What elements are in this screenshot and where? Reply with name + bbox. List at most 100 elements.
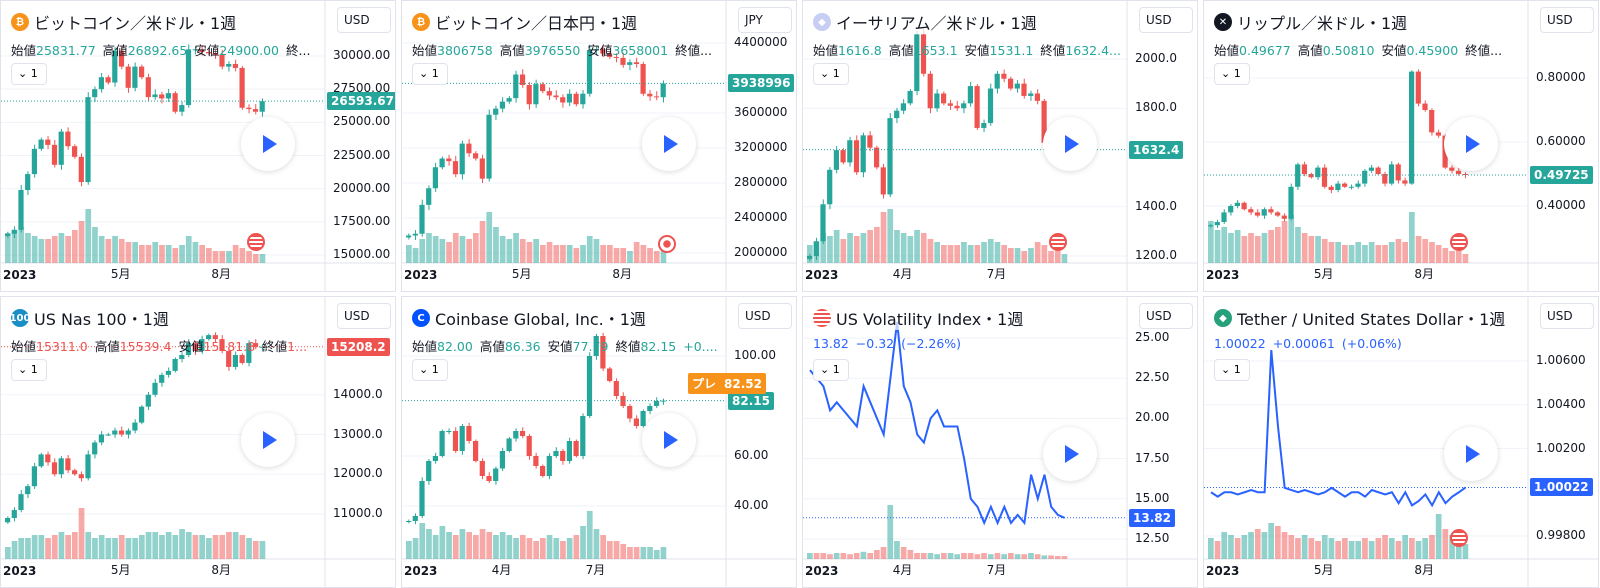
candle-body bbox=[406, 521, 412, 522]
chart-title[interactable]: C Coinbase Global, Inc.・1週 bbox=[412, 306, 646, 330]
volume-bar bbox=[580, 526, 586, 559]
chart-panel[interactable]: 0.80000 0.60000 0.40000 2023 5月 8月 0.49725 ✕ リップ… bbox=[1203, 0, 1599, 292]
price-line bbox=[1210, 349, 1467, 508]
candle-body bbox=[1268, 209, 1274, 213]
candle-body bbox=[987, 88, 994, 124]
play-button[interactable] bbox=[642, 117, 696, 171]
chart-panel[interactable]: 1.00600 1.00400 1.00200 0.99800 2023 5月 8月 1.00… bbox=[1203, 296, 1599, 588]
candle-body bbox=[45, 139, 51, 145]
volume-bar bbox=[466, 239, 472, 263]
volume-bar bbox=[553, 245, 560, 263]
volume-bar bbox=[1382, 535, 1388, 559]
currency-selector[interactable]: JPY bbox=[738, 7, 792, 33]
candle-body bbox=[573, 441, 579, 456]
currency-selector[interactable]: USD bbox=[738, 303, 792, 329]
play-button[interactable] bbox=[1444, 117, 1498, 171]
candle-body bbox=[1449, 167, 1455, 171]
currency-selector[interactable]: USD bbox=[1540, 303, 1594, 329]
currency-selector[interactable]: USD bbox=[337, 7, 391, 33]
candle-body bbox=[506, 438, 512, 451]
stat-value: 15539.4 bbox=[119, 339, 172, 354]
chart-title-text: ビットコイン／日本円・1週 bbox=[435, 14, 638, 33]
chart-panel[interactable]: 30000.00 27500.00 25000.00 22500.00 20000.00… bbox=[0, 0, 396, 292]
candle-body bbox=[239, 355, 245, 363]
time-axis-label: 5月 bbox=[511, 267, 532, 281]
price-axis-label: 1800.0 bbox=[1135, 100, 1177, 115]
volume-bar bbox=[927, 553, 934, 559]
chart-title[interactable]: 100 US Nas 100・1週 bbox=[10, 306, 169, 330]
stat-label: 高値 bbox=[102, 43, 128, 58]
chart-panel[interactable]: 14000.0 13000.0 12000.0 11000.0 2023 5月 8月 1520… bbox=[0, 296, 396, 588]
volume-bar bbox=[1061, 556, 1068, 559]
volume-bar bbox=[426, 233, 432, 263]
candle-body bbox=[1208, 225, 1214, 227]
volume-bar bbox=[840, 553, 847, 559]
volume-bar bbox=[1208, 221, 1214, 263]
currency-selector[interactable]: USD bbox=[337, 303, 391, 329]
volume-bar bbox=[132, 538, 138, 559]
volume-bar bbox=[98, 236, 105, 263]
candle-body bbox=[526, 85, 532, 105]
candle-body bbox=[580, 416, 586, 456]
stat-value: 13.82 bbox=[813, 336, 849, 351]
chart-title[interactable]: ₿ ビットコイン／日本円・1週 bbox=[412, 10, 638, 34]
candle-body bbox=[627, 406, 633, 419]
interval-dropdown[interactable]: ⌄ 1 bbox=[813, 63, 849, 85]
volume-bar bbox=[1429, 242, 1435, 263]
play-button[interactable] bbox=[241, 413, 295, 467]
chart-panel[interactable]: 25.00 22.50 20.00 17.50 15.00 12.50 2023 4月 7月 13… bbox=[802, 296, 1198, 588]
candle-body bbox=[439, 431, 445, 456]
play-button[interactable] bbox=[241, 117, 295, 171]
candle-body bbox=[820, 204, 826, 242]
volume-bar bbox=[192, 535, 199, 559]
candle-body bbox=[419, 204, 425, 234]
volume-bar bbox=[1442, 248, 1449, 263]
candle-body bbox=[192, 49, 198, 51]
currency-selector[interactable]: USD bbox=[1139, 303, 1193, 329]
volume-bar bbox=[432, 535, 439, 559]
interval-dropdown[interactable]: ⌄ 1 bbox=[11, 63, 47, 85]
candle-body bbox=[1382, 174, 1388, 184]
volume-bar bbox=[125, 538, 132, 559]
interval-dropdown[interactable]: ⌄ 1 bbox=[412, 359, 448, 381]
chart-panel[interactable]: 2000.0 1800.0 1400.0 1200.0 2023 4月 7月 1632.4 ◆ イ… bbox=[802, 0, 1198, 292]
price-axis-label: 0.80000 bbox=[1536, 70, 1586, 84]
us-flag-icon bbox=[1450, 529, 1468, 547]
volume-bar bbox=[627, 547, 633, 559]
interval-dropdown[interactable]: ⌄ 1 bbox=[813, 359, 849, 381]
chart-title[interactable]: ◆ イーサリアム／米ドル・1週 bbox=[813, 10, 1037, 34]
candle-body bbox=[540, 466, 546, 476]
currency-selector[interactable]: USD bbox=[1540, 7, 1594, 33]
currency-selector[interactable]: USD bbox=[1139, 7, 1193, 33]
chart-title[interactable]: ◆ Tether / United States Dollar・1週 bbox=[1214, 306, 1506, 330]
time-axis-label: 2023 bbox=[805, 564, 839, 578]
interval-dropdown[interactable]: ⌄ 1 bbox=[1214, 359, 1250, 381]
record-icon bbox=[658, 235, 676, 253]
candle-body bbox=[1375, 167, 1381, 174]
candle-body bbox=[647, 93, 653, 97]
chart-title[interactable]: ₿ ビットコイン／米ドル・1週 bbox=[11, 10, 237, 34]
candle-body bbox=[927, 73, 933, 109]
play-button[interactable] bbox=[1444, 427, 1498, 481]
volume-bar bbox=[486, 212, 493, 263]
volume-bar bbox=[1241, 236, 1248, 263]
candle-body bbox=[226, 63, 232, 67]
interval-dropdown[interactable]: ⌄ 1 bbox=[1214, 63, 1250, 85]
volume-bar bbox=[219, 535, 226, 559]
interval-dropdown[interactable]: ⌄ 1 bbox=[11, 359, 47, 381]
candle-body bbox=[566, 441, 572, 461]
volume-bar bbox=[159, 535, 165, 559]
chart-panel[interactable]: 100.00 60.00 40.00 2023 4月 7月 82.15 プレ 82.52 C Coi… bbox=[401, 296, 797, 588]
candle-body bbox=[51, 144, 58, 165]
volume-bar bbox=[1362, 245, 1368, 263]
chart-title[interactable]: US Volatility Index・1週 bbox=[813, 306, 1024, 330]
chart-panel[interactable]: 4400000 3600000 3200000 2800000 2400000 20000… bbox=[401, 0, 797, 292]
volume-bar bbox=[118, 239, 125, 263]
play-button[interactable] bbox=[1043, 427, 1097, 481]
chart-title[interactable]: ✕ リップル／米ドル・1週 bbox=[1214, 10, 1408, 34]
volume-bar bbox=[406, 245, 412, 263]
interval-dropdown[interactable]: ⌄ 1 bbox=[412, 63, 448, 85]
play-button[interactable] bbox=[1043, 117, 1097, 171]
play-button[interactable] bbox=[642, 413, 696, 467]
volume-bar bbox=[874, 227, 880, 263]
